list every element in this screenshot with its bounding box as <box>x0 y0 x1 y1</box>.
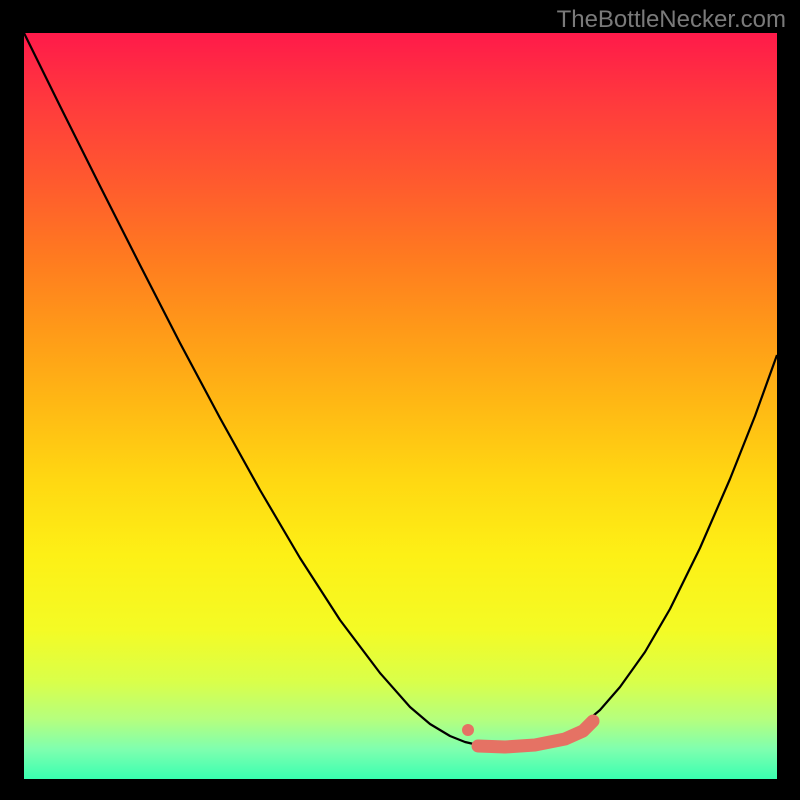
attribution-text: TheBottleNecker.com <box>557 6 786 34</box>
chart-svg <box>0 0 800 800</box>
marker-dot <box>462 724 474 736</box>
chart-container: TheBottleNecker.com <box>0 0 800 800</box>
gradient-background <box>24 33 777 779</box>
